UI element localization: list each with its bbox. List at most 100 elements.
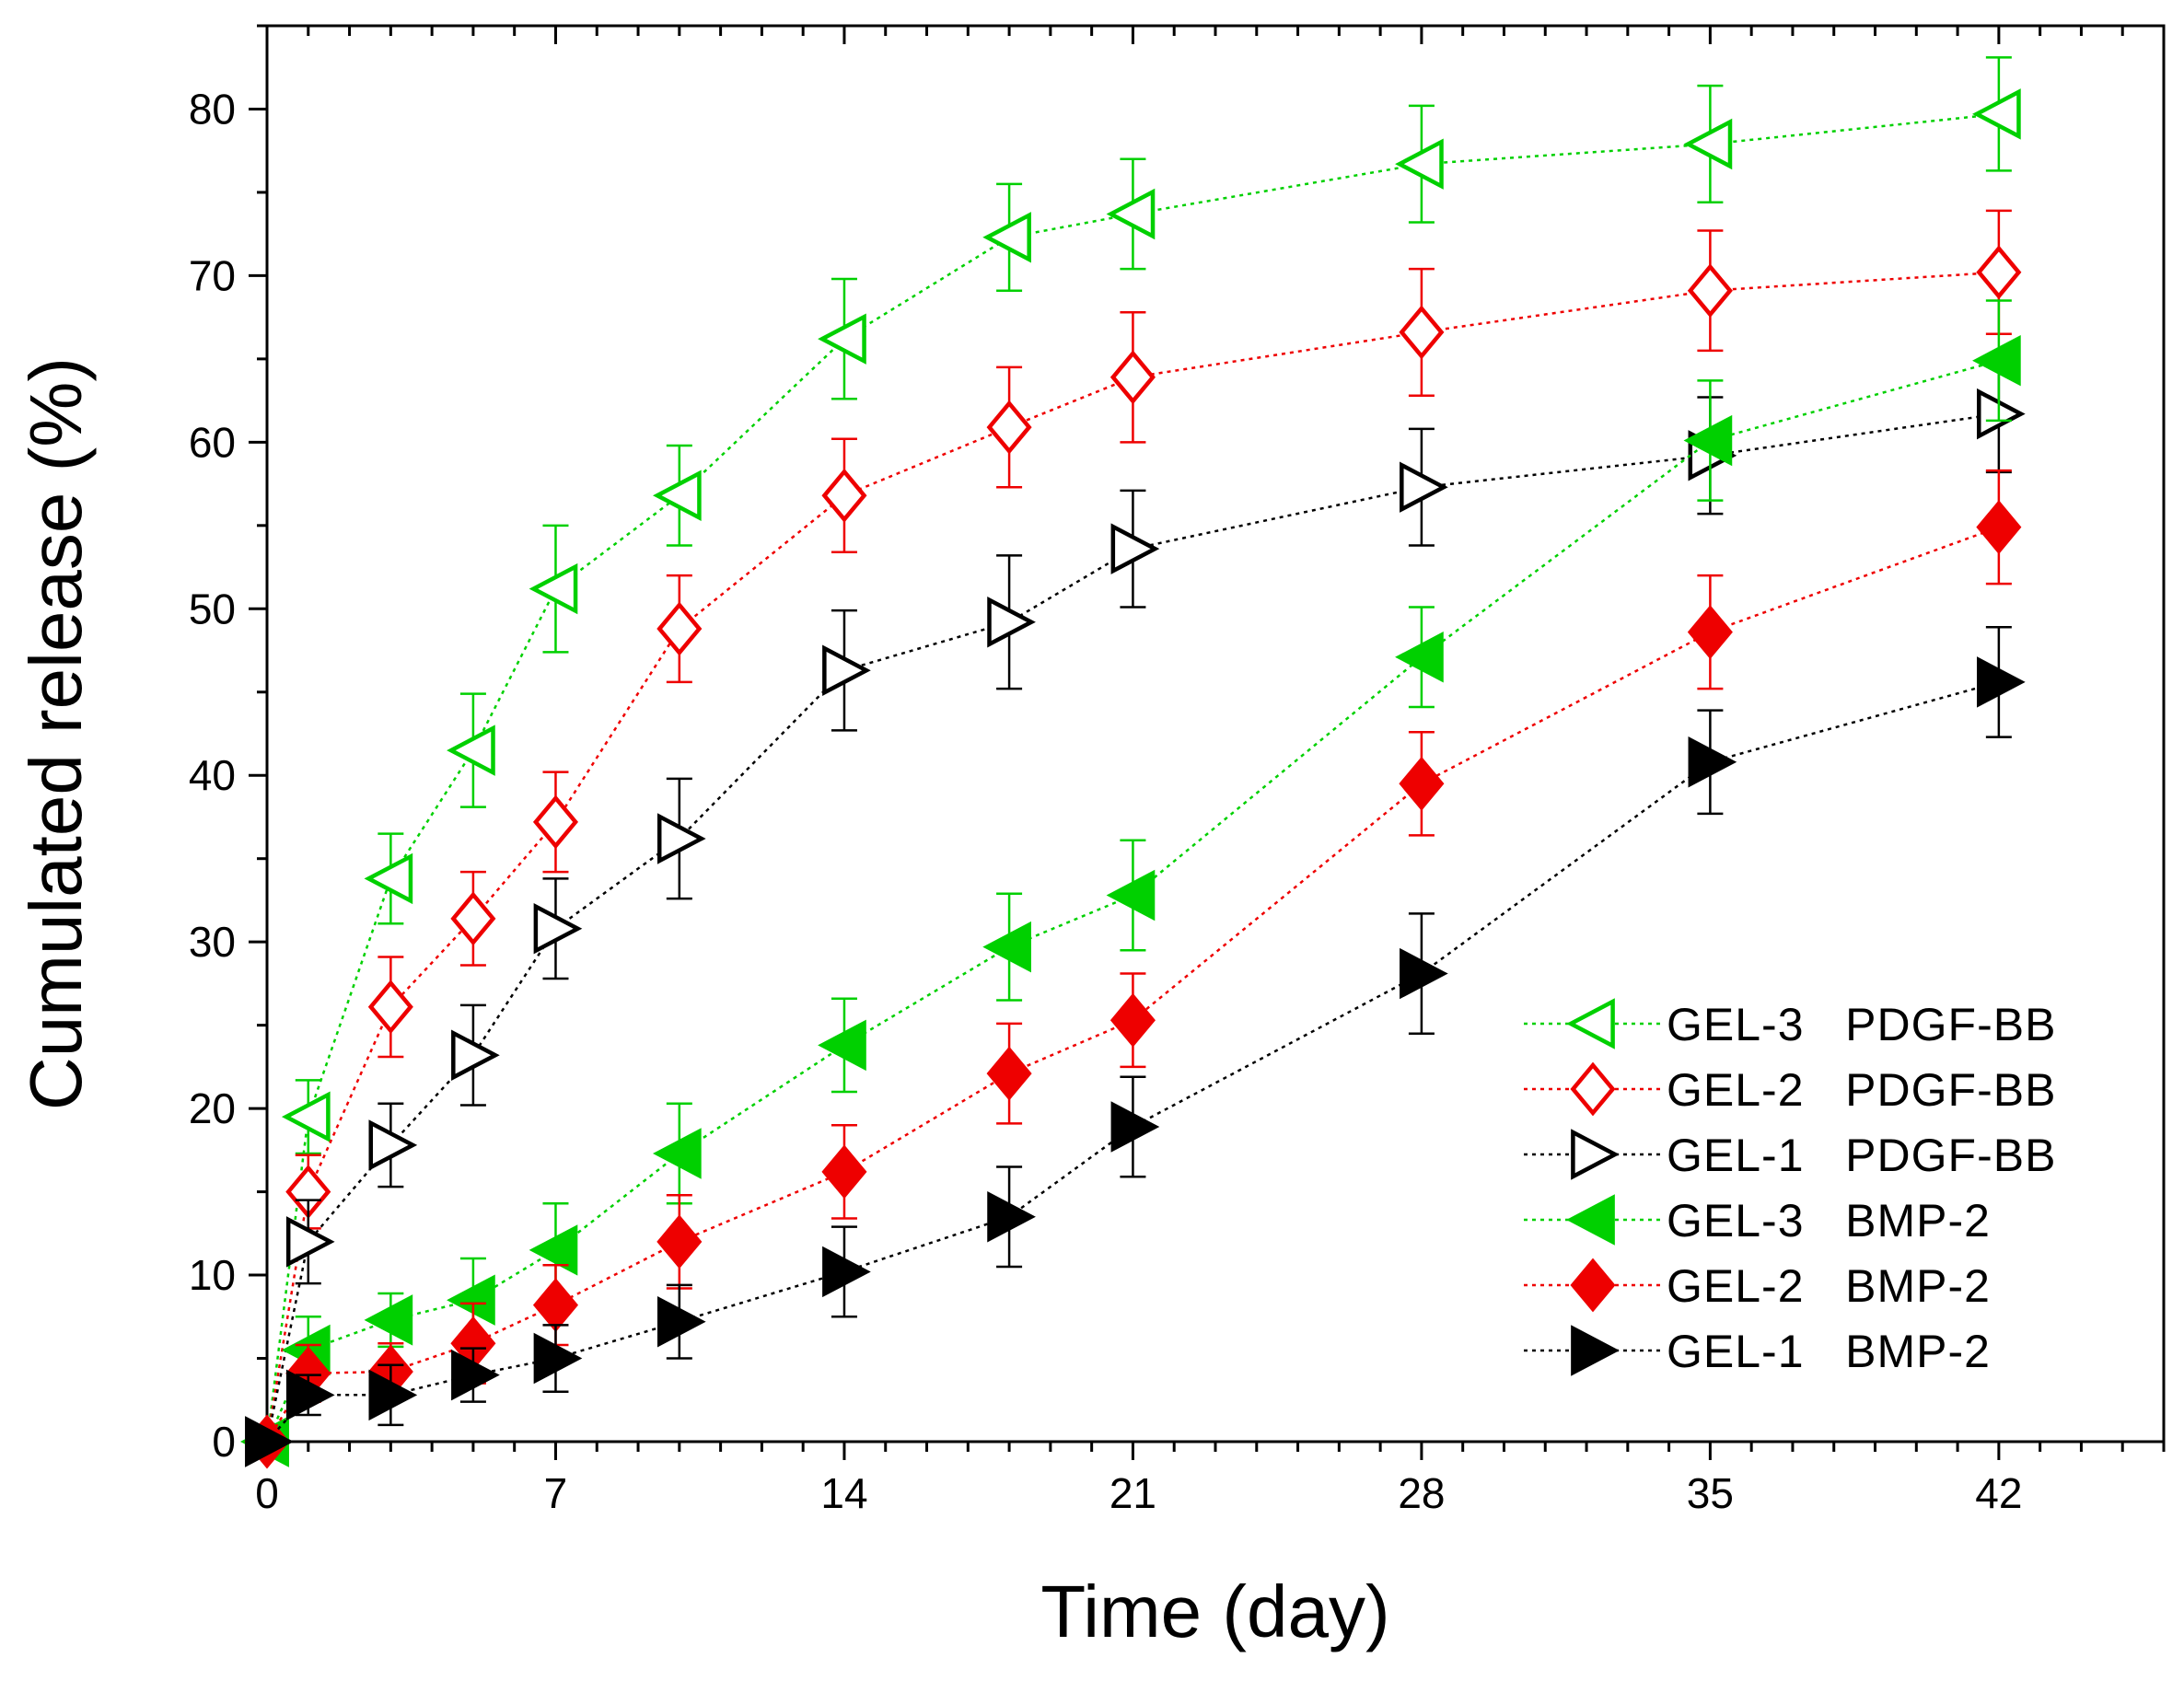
data-point xyxy=(1399,756,1445,811)
data-point xyxy=(285,1216,335,1268)
legend-label: GEL-3 PDGF-BB xyxy=(1667,999,2056,1050)
data-point xyxy=(1976,500,2022,555)
data-point xyxy=(1687,605,1733,660)
data-point xyxy=(364,1294,413,1346)
data-point xyxy=(987,597,1036,648)
legend-marker xyxy=(1566,1194,1615,1246)
data-point xyxy=(1399,305,1445,360)
data-point xyxy=(1976,245,2022,300)
data-point xyxy=(245,1416,294,1467)
data-point xyxy=(656,1214,703,1269)
legend-item: GEL-2 PDGF-BB xyxy=(1524,1061,2056,1117)
data-point xyxy=(529,1224,578,1276)
data-point xyxy=(821,1144,867,1200)
data-point xyxy=(532,794,579,850)
data-point xyxy=(368,1119,418,1171)
data-point xyxy=(1688,736,1737,788)
x-tick-label: 7 xyxy=(544,1469,568,1517)
data-point xyxy=(1683,414,1733,467)
legend-label: GEL-2 PDGF-BB xyxy=(1667,1064,2056,1116)
data-point xyxy=(982,921,1031,973)
legend-item: GEL-3 BMP-2 xyxy=(1524,1194,1991,1246)
legend-item: GEL-1 BMP-2 xyxy=(1524,1325,1991,1377)
data-point xyxy=(822,1246,871,1298)
legend-marker xyxy=(1570,1258,1616,1313)
data-point xyxy=(529,562,578,615)
x-tick-label: 14 xyxy=(820,1469,867,1517)
series-line xyxy=(265,271,1999,1443)
data-point xyxy=(1687,263,1733,319)
axes: 0 7 14 21 28 35 42 0 10 20 30 40 50 60 70 80 xyxy=(189,24,2166,1517)
legend-marker xyxy=(1570,1061,1616,1117)
data-point xyxy=(1109,992,1156,1048)
data-point xyxy=(987,1191,1036,1243)
data-point xyxy=(652,470,702,521)
data-point xyxy=(1400,947,1448,1000)
y-tick-label: 40 xyxy=(189,751,236,799)
data-point xyxy=(1109,350,1156,405)
legend-item: GEL-2 BMP-2 xyxy=(1524,1258,1991,1313)
legend-label: GEL-1 BMP-2 xyxy=(1667,1326,1991,1377)
data-point xyxy=(1977,656,2026,708)
legend-item: GEL-1 PDGF-BB xyxy=(1524,1129,2056,1181)
data-point xyxy=(285,1369,335,1421)
data-point xyxy=(818,1019,866,1072)
legend-marker xyxy=(1571,1325,1620,1376)
x-tick-label: 35 xyxy=(1687,1469,1734,1517)
y-tick-label: 20 xyxy=(189,1084,236,1132)
data-point xyxy=(281,1091,331,1142)
data-point xyxy=(533,902,583,955)
y-axis-title: Cumulated release (%) xyxy=(15,357,97,1110)
legend-marker xyxy=(1566,998,1615,1049)
data-point xyxy=(821,468,867,523)
x-axis-title: Time (day) xyxy=(1040,1571,1389,1652)
data-point xyxy=(1972,334,2021,387)
legend-item: GEL-3 PDGF-BB xyxy=(1524,998,2056,1050)
data-point xyxy=(451,1349,500,1401)
data-point xyxy=(450,891,496,946)
series-gel-2-bmp-2 xyxy=(244,469,2022,1469)
data-point xyxy=(1106,869,1156,922)
y-tick-label: 10 xyxy=(189,1251,236,1299)
y-tick-label: 30 xyxy=(189,918,236,966)
y-tick-label: 0 xyxy=(212,1418,236,1466)
data-point xyxy=(364,852,413,905)
y-tick-label: 80 xyxy=(189,85,236,133)
data-point xyxy=(652,1128,702,1179)
legend-label: GEL-2 BMP-2 xyxy=(1667,1260,1991,1312)
data-point xyxy=(447,725,495,776)
series-gel-3-pdgf-bb xyxy=(240,56,2021,1467)
data-point xyxy=(533,1332,583,1385)
x-tick-label: 28 xyxy=(1398,1469,1445,1517)
y-tick-label: 60 xyxy=(189,418,236,466)
data-point xyxy=(656,1295,706,1348)
legend-label: GEL-1 PDGF-BB xyxy=(1667,1130,2056,1181)
legend: GEL-3 PDGF-BB GEL-2 PDGF-BB GEL-1 PDGF-BB G… xyxy=(1524,998,2056,1377)
data-point xyxy=(656,601,703,656)
data-point xyxy=(451,1029,500,1081)
data-point xyxy=(1395,138,1444,190)
data-point xyxy=(1683,118,1733,170)
legend-label: GEL-3 BMP-2 xyxy=(1667,1195,1991,1246)
series-gel-1-bmp-2 xyxy=(245,625,2026,1467)
series-layer xyxy=(240,56,2026,1469)
data-point xyxy=(1972,88,2021,140)
x-tick-label: 21 xyxy=(1109,1469,1156,1517)
y-tick-label: 70 xyxy=(189,251,236,299)
data-point xyxy=(1106,188,1156,240)
data-point xyxy=(986,400,1032,455)
data-point xyxy=(1110,1101,1160,1153)
data-point xyxy=(818,313,866,365)
data-point xyxy=(656,813,706,864)
x-tick-label: 42 xyxy=(1975,1469,2022,1517)
y-tick-label: 50 xyxy=(189,585,236,632)
series-line xyxy=(265,112,2000,1443)
series-line xyxy=(265,359,2000,1443)
data-point xyxy=(368,1369,418,1421)
data-point xyxy=(1400,461,1448,513)
series-line xyxy=(266,680,2000,1443)
legend-marker xyxy=(1571,1129,1620,1180)
data-point xyxy=(532,1278,579,1333)
